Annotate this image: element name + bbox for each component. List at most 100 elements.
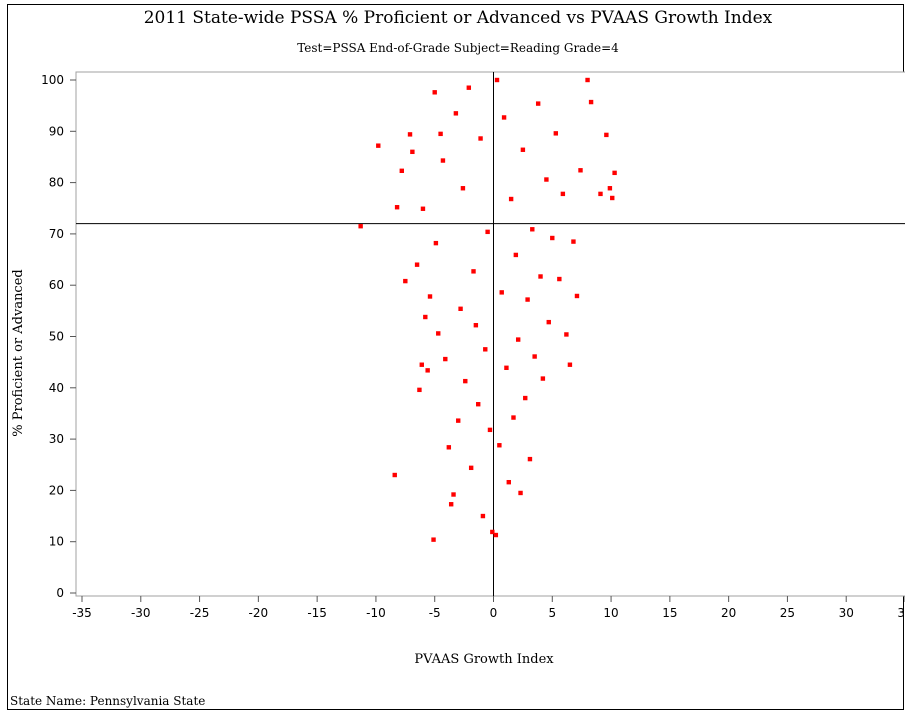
data-point <box>456 418 461 423</box>
data-point <box>494 77 500 83</box>
data-point <box>574 293 580 299</box>
y-tick-label: 30 <box>49 432 64 446</box>
data-point <box>612 170 617 176</box>
y-tick-label: 40 <box>49 381 64 395</box>
data-point <box>567 362 573 367</box>
data-point <box>553 131 559 136</box>
data-point <box>578 168 583 173</box>
data-point <box>564 332 569 337</box>
data-point <box>604 132 609 138</box>
data-point <box>468 465 474 471</box>
data-point <box>443 356 448 362</box>
data-point <box>414 262 420 267</box>
y-tick-label: 50 <box>49 330 64 344</box>
data-point <box>431 537 436 542</box>
data-point <box>446 445 452 450</box>
data-point <box>458 306 463 311</box>
data-point <box>506 479 511 485</box>
data-point <box>376 143 381 148</box>
data-point <box>432 90 437 95</box>
y-tick-label: 80 <box>49 176 64 190</box>
data-point <box>425 368 430 373</box>
data-point <box>463 378 468 384</box>
data-point <box>585 77 590 83</box>
x-tick-label: -20 <box>249 606 269 620</box>
data-point <box>392 472 397 478</box>
data-point <box>598 191 603 197</box>
y-tick-label: 20 <box>49 483 64 497</box>
data-point <box>438 131 443 137</box>
data-point <box>527 456 533 462</box>
data-point <box>466 85 472 90</box>
data-point <box>530 227 535 232</box>
x-tick-label: 30 <box>839 606 854 620</box>
y-tick-label: 70 <box>49 227 64 241</box>
data-point <box>433 240 439 246</box>
data-point <box>493 532 499 538</box>
x-tick-label: 0 <box>490 606 498 620</box>
x-tick-label: -5 <box>429 606 441 620</box>
data-point <box>535 101 541 106</box>
x-tick-label: 20 <box>721 606 736 620</box>
data-point <box>525 297 530 302</box>
x-tick-label: 5 <box>548 606 556 620</box>
data-point <box>471 269 476 274</box>
y-tick-label: 0 <box>56 586 64 600</box>
data-point <box>550 235 555 241</box>
data-point <box>571 239 576 244</box>
y-tick-label: 10 <box>49 535 64 549</box>
data-point <box>501 115 507 120</box>
x-tick-label: 15 <box>662 606 677 620</box>
data-point <box>473 323 479 328</box>
data-point <box>403 278 408 284</box>
data-point <box>490 529 495 535</box>
x-tick-label: -25 <box>190 606 210 620</box>
data-point <box>420 206 426 211</box>
data-point <box>523 395 528 401</box>
data-point <box>485 229 490 235</box>
data-point <box>588 99 594 105</box>
data-point <box>460 186 466 191</box>
data-point <box>515 337 521 342</box>
x-axis: -35 -30 -25 -20 -15 -10 -5 0 5 10 15 20 25 30 35 <box>72 595 905 620</box>
data-point <box>532 354 537 359</box>
data-point <box>504 365 509 370</box>
y-axis-label: % Proficient or Advanced <box>11 269 26 436</box>
data-point <box>497 443 502 448</box>
data-point <box>508 196 514 202</box>
data-point <box>453 111 459 116</box>
data-point <box>423 314 428 320</box>
data-point <box>483 347 488 352</box>
data-point <box>410 149 415 155</box>
data-point <box>487 427 493 433</box>
data-point <box>417 387 422 393</box>
data-point <box>436 331 441 336</box>
data-point <box>544 177 549 182</box>
data-point <box>520 147 526 152</box>
data-point <box>399 168 404 174</box>
data-point <box>607 186 613 191</box>
x-tick-label: -15 <box>307 606 327 620</box>
data-point <box>358 224 363 229</box>
data-point <box>557 276 562 282</box>
data-point <box>560 191 566 197</box>
data-point <box>499 290 504 295</box>
data-point <box>518 490 523 496</box>
data-point <box>511 415 516 420</box>
data-point <box>513 252 519 258</box>
y-tick-label: 60 <box>49 278 64 292</box>
x-tick-label: 35 <box>897 606 905 620</box>
y-tick-label: 90 <box>49 124 64 138</box>
footnote: State Name: Pennsylvania State <box>10 694 205 708</box>
plot-area <box>75 71 905 597</box>
data-point <box>476 402 481 407</box>
chart-subtitle: Test=PSSA End-of-Grade Subject=Reading G… <box>297 41 619 55</box>
data-point <box>610 195 615 201</box>
data-point <box>427 294 433 299</box>
x-tick-label: -10 <box>366 606 386 620</box>
data-point <box>440 158 446 163</box>
y-tick-label: 100 <box>41 73 64 87</box>
data-point <box>480 513 486 519</box>
data-point <box>419 362 424 367</box>
data-point <box>540 376 546 381</box>
